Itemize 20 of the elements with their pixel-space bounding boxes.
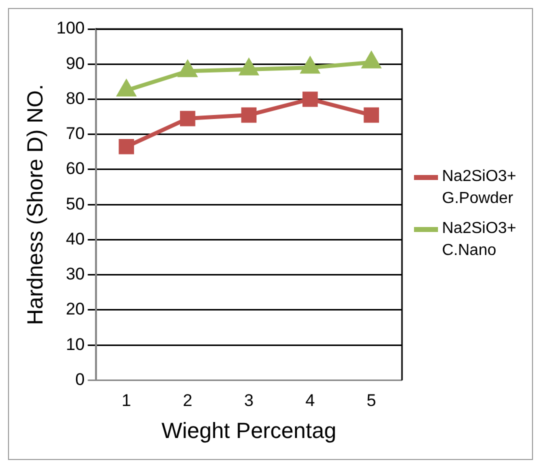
y-tick-label: 60 bbox=[66, 159, 85, 178]
x-tick-label: 2 bbox=[182, 391, 192, 410]
x-axis-title: Wieght Percentag bbox=[161, 418, 336, 443]
x-tick-label: 1 bbox=[122, 391, 132, 410]
legend-label: Na2SiO3+ G.Powder bbox=[442, 167, 518, 209]
x-tick-label: 3 bbox=[244, 391, 254, 410]
y-tick-label: 10 bbox=[66, 334, 85, 354]
y-tick-label: 50 bbox=[66, 194, 85, 214]
y-tick-label: 80 bbox=[66, 88, 85, 108]
y-axis-title: Hardness (Shore D) NO. bbox=[22, 84, 48, 326]
y-tick-label: 0 bbox=[75, 370, 85, 389]
y-tick-label: 30 bbox=[66, 264, 85, 284]
y-tick-label: 40 bbox=[66, 229, 85, 248]
x-tick-label: 4 bbox=[305, 391, 315, 410]
y-tick-label: 70 bbox=[66, 124, 85, 144]
y-tick-label: 20 bbox=[66, 300, 85, 319]
y-tick-label: 100 bbox=[56, 18, 85, 38]
legend-label: Na2SiO3+ C.Nano bbox=[442, 219, 518, 261]
y-tick-label: 90 bbox=[66, 54, 85, 73]
x-tick-label: 5 bbox=[366, 391, 376, 410]
